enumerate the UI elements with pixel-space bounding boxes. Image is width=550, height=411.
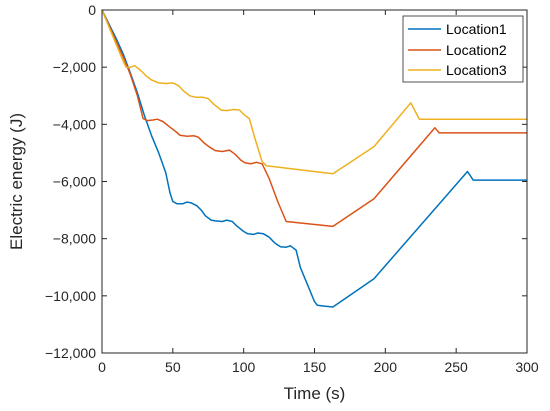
series-line-location3 [101,9,527,175]
y-tick-label: −2,000 [53,59,96,75]
legend: Location1 Location2 Location3 [402,15,524,83]
legend-box [402,15,524,83]
y-tick-label: −10,000 [45,288,96,304]
x-tick-label: 300 [515,359,539,375]
x-tick-label: 200 [374,359,398,375]
x-axis-label: Time (s) [284,384,346,403]
series-layer [101,9,527,308]
y-tick-label: −6,000 [53,174,96,190]
legend-label-location1: Location1 [446,21,507,37]
x-tick-label: 0 [98,359,106,375]
y-tick-label: −8,000 [53,231,96,247]
y-tick-label: 0 [88,2,96,18]
x-tick-label: 50 [165,359,181,375]
legend-label-location3: Location3 [446,62,507,78]
series-line-location2 [101,9,527,228]
x-tick-label: 150 [303,359,327,375]
legend-label-location2: Location2 [446,42,507,58]
x-tick-label: 250 [444,359,468,375]
y-tick-label: −12,000 [45,345,96,361]
series-line-location1 [101,9,527,308]
y-axis-label: Electric energy (J) [7,113,26,250]
y-tick-label: −4,000 [53,116,96,132]
tick-layer: 0 50 100 150 200 250 300 0 −2,000 −4,000 −6,000 −8,… [45,2,539,375]
x-tick-label: 100 [232,359,256,375]
